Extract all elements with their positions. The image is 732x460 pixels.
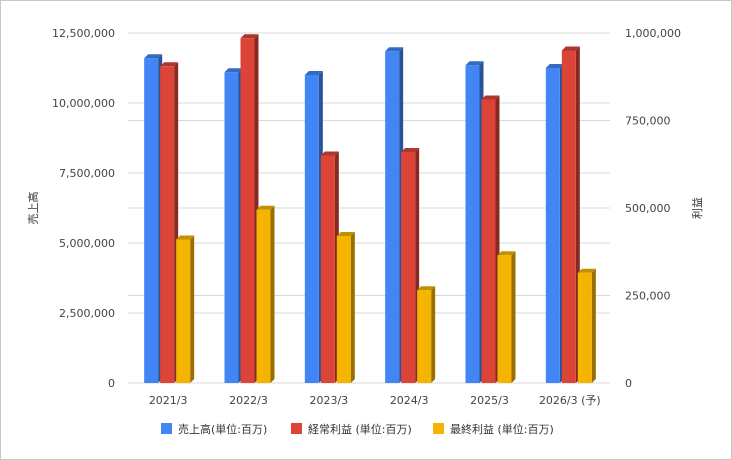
bar-top bbox=[224, 68, 243, 73]
legend-swatch bbox=[291, 423, 302, 434]
y-tick-label: 7,500,000 bbox=[59, 167, 115, 180]
bar-side bbox=[270, 205, 275, 383]
y2-tick-label: 1,000,000 bbox=[625, 27, 681, 40]
y-tick-label: 0 bbox=[108, 377, 115, 390]
bar bbox=[417, 290, 432, 383]
y-tick-label: 2,500,000 bbox=[59, 307, 115, 320]
y-tick-label: 5,000,000 bbox=[59, 237, 115, 250]
legend-swatch bbox=[433, 423, 444, 434]
bar bbox=[144, 58, 159, 383]
bar-top bbox=[481, 95, 500, 100]
bar-top bbox=[417, 286, 436, 291]
y2-tick-label: 750,000 bbox=[625, 115, 671, 128]
y-tick-label: 10,000,000 bbox=[52, 97, 115, 110]
bar bbox=[320, 155, 335, 383]
bar bbox=[160, 66, 175, 383]
bar-side bbox=[591, 268, 596, 383]
bar-top bbox=[497, 251, 516, 256]
y2-tick-label: 500,000 bbox=[625, 202, 671, 215]
bar-top bbox=[160, 62, 179, 67]
x-tick-label: 2025/3 bbox=[470, 394, 509, 407]
legend-label: 経常利益 (単位:百万) bbox=[308, 422, 412, 436]
bar bbox=[401, 152, 416, 383]
bar bbox=[497, 255, 512, 383]
bar-top bbox=[545, 64, 564, 68]
bar bbox=[176, 239, 191, 383]
bar bbox=[224, 72, 239, 383]
bar bbox=[304, 75, 319, 383]
x-tick-label: 2024/3 bbox=[390, 394, 429, 407]
legend-swatch bbox=[161, 423, 172, 434]
legend-label: 売上高(単位:百万) bbox=[178, 422, 267, 436]
bar-top bbox=[336, 232, 355, 236]
bar-side bbox=[511, 251, 516, 383]
bar-top bbox=[465, 61, 484, 66]
bar bbox=[256, 209, 271, 383]
legend-label: 最終利益 (単位:百万) bbox=[450, 422, 554, 436]
bar bbox=[481, 99, 496, 383]
y-axis-title: 売上高 bbox=[26, 192, 40, 225]
x-tick-label: 2021/3 bbox=[149, 394, 188, 407]
bar bbox=[465, 65, 480, 383]
bar-top bbox=[144, 54, 163, 59]
bar-side bbox=[350, 232, 355, 383]
bar-top bbox=[256, 205, 275, 210]
bar-top bbox=[176, 235, 195, 240]
bar bbox=[336, 236, 351, 383]
bar-top bbox=[385, 47, 404, 52]
bar-top bbox=[304, 71, 323, 75]
bar-side bbox=[431, 286, 436, 383]
bar-side bbox=[190, 235, 195, 383]
bar bbox=[385, 51, 400, 383]
bar-top bbox=[240, 34, 259, 39]
x-tick-label: 2026/3 (予) bbox=[539, 394, 601, 407]
bar bbox=[545, 68, 560, 383]
bar-top bbox=[577, 268, 596, 273]
bar-top bbox=[320, 151, 339, 156]
bar bbox=[577, 272, 592, 383]
y2-tick-label: 250,000 bbox=[625, 290, 671, 303]
y2-axis-title: 利益 bbox=[690, 197, 704, 219]
x-tick-label: 2023/3 bbox=[309, 394, 348, 407]
y-tick-label: 12,500,000 bbox=[52, 27, 115, 40]
bar bbox=[561, 50, 576, 383]
bar-top bbox=[561, 46, 580, 51]
bar bbox=[240, 38, 255, 383]
x-tick-label: 2022/3 bbox=[229, 394, 268, 407]
bar-top bbox=[401, 148, 420, 152]
y2-tick-label: 0 bbox=[625, 377, 632, 390]
